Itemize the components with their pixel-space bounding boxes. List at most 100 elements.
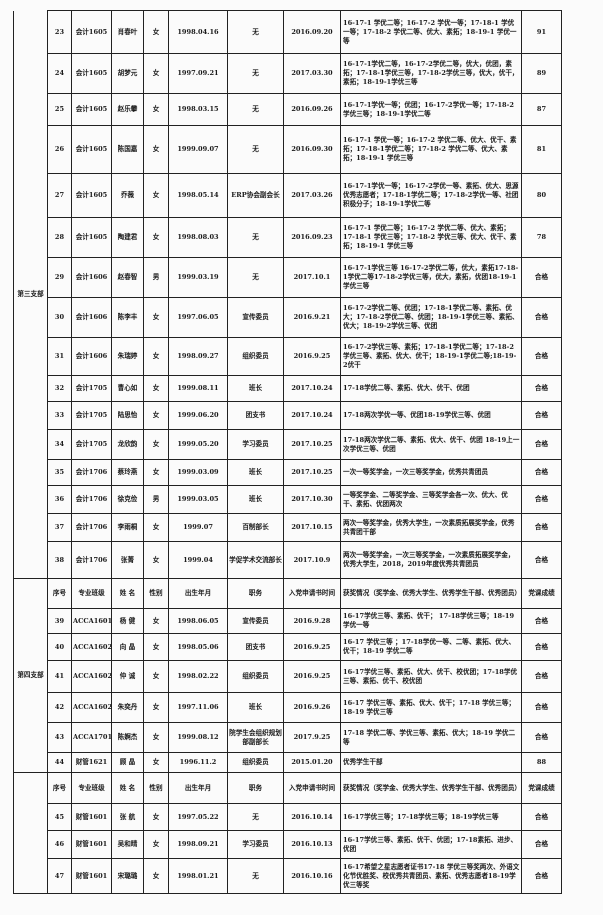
cell-gender: 女 [143,375,169,402]
cell-no: 44 [47,752,72,773]
header-birth: 出生年月 [168,578,228,609]
cell-awards: 16-17学优三等；17-18学优三等；18-19学优三等 [340,803,522,831]
cell-apply-date: 2016.9.25 [283,660,341,693]
cell-position: 无 [227,10,284,54]
cell-class: 会计1706 [71,541,112,579]
cell-no: 38 [47,541,72,579]
cell-no: 36 [47,485,72,514]
cell-class: 会计1605 [71,173,112,218]
cell-position: 无 [227,803,284,831]
cell-score: 88 [521,752,562,773]
cell-gender: 女 [143,53,169,94]
cell-awards: 两次一等奖学金，一次三等奖学金，一次素质拓展奖学金，优秀大学生，2018，201… [340,541,522,579]
cell-position: 无 [227,125,284,174]
cell-name: 陈李丰 [111,297,144,338]
cell-apply-date: 2016.09.26 [283,93,341,126]
cell-birth: 1999.06.20 [168,401,228,430]
header-apply-date: 入党申请书时间 [283,772,341,804]
cell-score: 合格 [521,513,562,542]
cell-apply-date: 2017.9.25 [283,722,341,753]
cell-gender: 女 [143,125,169,174]
cell-no: 46 [47,830,72,859]
cell-class: 会计1706 [71,485,112,514]
cell-name: 向 晶 [111,633,144,661]
cell-class: ACCA1602 [71,692,112,723]
header-no: 序号 [47,578,72,609]
cell-class: 会计1606 [71,297,112,338]
cell-position: 班长 [227,375,284,402]
cell-position: 组织委员 [227,752,284,773]
cell-name: 龙欣韵 [111,429,144,460]
cell-no: 33 [47,401,72,430]
cell-score: 合格 [521,459,562,486]
table-row: 33 会计1705 陆思怡女 1999.06.20 团支书 2017.10.24 17-18… [14,401,562,430]
cell-position: 学促学术交流部长 [227,541,284,579]
cell-birth: 1998.04.16 [168,10,228,54]
cell-position: 组织委员 [227,337,284,376]
cell-gender: 女 [143,459,169,486]
cell-awards: 16-17-2学优二等、优团；17-18-1学优二等、素拓、优大；17-18-2… [340,297,522,338]
cell-position: 百制部长 [227,513,284,542]
cell-score: 合格 [521,401,562,430]
cell-apply-date: 2016.09.23 [283,217,341,258]
cell-awards: 16-17学优三等、素拓、优干； 17-18学优三等；18-19学优一等 [340,608,522,634]
cell-apply-date: 2016.10.13 [283,830,341,859]
table-row: 43 ACCA1701 陈婀杰女 1999.08.12 院学生会组织规划部副部长 2017… [14,722,562,753]
cell-score: 91 [521,10,562,54]
cell-position: 无 [227,858,284,894]
cell-class: 会计1705 [71,401,112,430]
cell-gender: 女 [143,401,169,430]
cell-no: 43 [47,722,72,753]
cell-no: 29 [47,257,72,298]
cell-gender: 女 [143,10,169,54]
table-row: 31 会计1606 朱瑞婷女 1998.09.27 组织委员 2016.9.25 16-17… [14,337,562,376]
table-row: 37 会计1706 李雨桐女 1999.07 百制部长 2017.10.15 两次一等奖学金… [14,513,562,542]
cell-no: 28 [47,217,72,258]
cell-position: 无 [227,257,284,298]
cell-gender: 女 [143,633,169,661]
header-apply-date: 入党申请书时间 [283,578,341,609]
cell-class: ACCA1602 [71,633,112,661]
cell-awards: 16-17-2学优三等、素拓；17-18-1学优二等；17-18-2学优三等、素… [340,337,522,376]
table-row: 47 财管1601 宋璐璐女 1998.01.21 无 2016.10.16 16-17希望… [14,858,562,894]
cell-position: 班长 [227,485,284,514]
cell-birth: 1998.05.14 [168,173,228,218]
cell-birth: 1998.09.27 [168,337,228,376]
cell-no: 39 [47,608,72,634]
cell-name: 赵春智 [111,257,144,298]
table-row: 35 会计1706 蔡玲燕女 1999.03.09 班长 2017.10.25 一次一等奖学… [14,459,562,486]
cell-name: 徐克俭 [111,485,144,514]
cell-position: 班长 [227,692,284,723]
cell-awards: 优秀学生干部 [340,752,522,773]
cell-name: 陈国嘉 [111,125,144,174]
table-row: 36 会计1706 徐克俭男 1999.03.05 班长 2017.10.30 一等奖学金、… [14,485,562,514]
cell-awards: 16-17-1学优三等 16-17-2学优二等，优大，素拓17-18-1学优二等… [340,257,522,298]
table-header-row: 第四支部 序号 专业班级姓 名性别 出生年月 职务 入党申请书时间 获奖情况（奖学金、优秀大… [13,578,562,773]
cell-class: 会计1706 [71,513,112,542]
cell-awards: 16-17-1 学优二等；16-17-2 学优二等、优大、素拓；17-18-1 … [340,217,522,258]
cell-score: 合格 [521,429,562,460]
cell-position: 宣传委员 [227,297,284,338]
cell-score: 合格 [521,297,562,338]
cell-name: 蔡玲燕 [111,459,144,486]
cell-position: 团支书 [227,633,284,661]
cell-score: 合格 [521,608,562,634]
cell-class: 财管1601 [71,858,112,894]
cell-awards: 16-17-1学优一等；16-17-2学优一等、素拓、优大、思源优秀志愿者；17… [340,173,522,218]
cell-score: 合格 [521,803,562,831]
cell-apply-date: 2017.10.1 [283,257,341,298]
cell-name: 陆思怡 [111,401,144,430]
cell-name: 曹心如 [111,375,144,402]
cell-apply-date: 2015.01.20 [283,752,341,773]
table-row: 44 财管1621 顾 晶女 1996.11.2 组织委员 2015.01.20 优秀学生干… [14,752,562,773]
cell-name: 杨 健 [111,608,144,634]
table-row: 24 会计1605 胡梦元女 1997.09.21 无 2017.03.30 16-17-1… [14,53,562,94]
cell-name: 仲 诚 [111,660,144,693]
cell-apply-date: 2016.9.28 [283,608,341,634]
branch-label: 第三支部 [13,10,48,579]
header-name: 姓 名 [111,772,144,804]
cell-no: 32 [47,375,72,402]
cell-class: 会计1705 [71,375,112,402]
cell-score: 合格 [521,541,562,579]
cell-name: 张 航 [111,803,144,831]
